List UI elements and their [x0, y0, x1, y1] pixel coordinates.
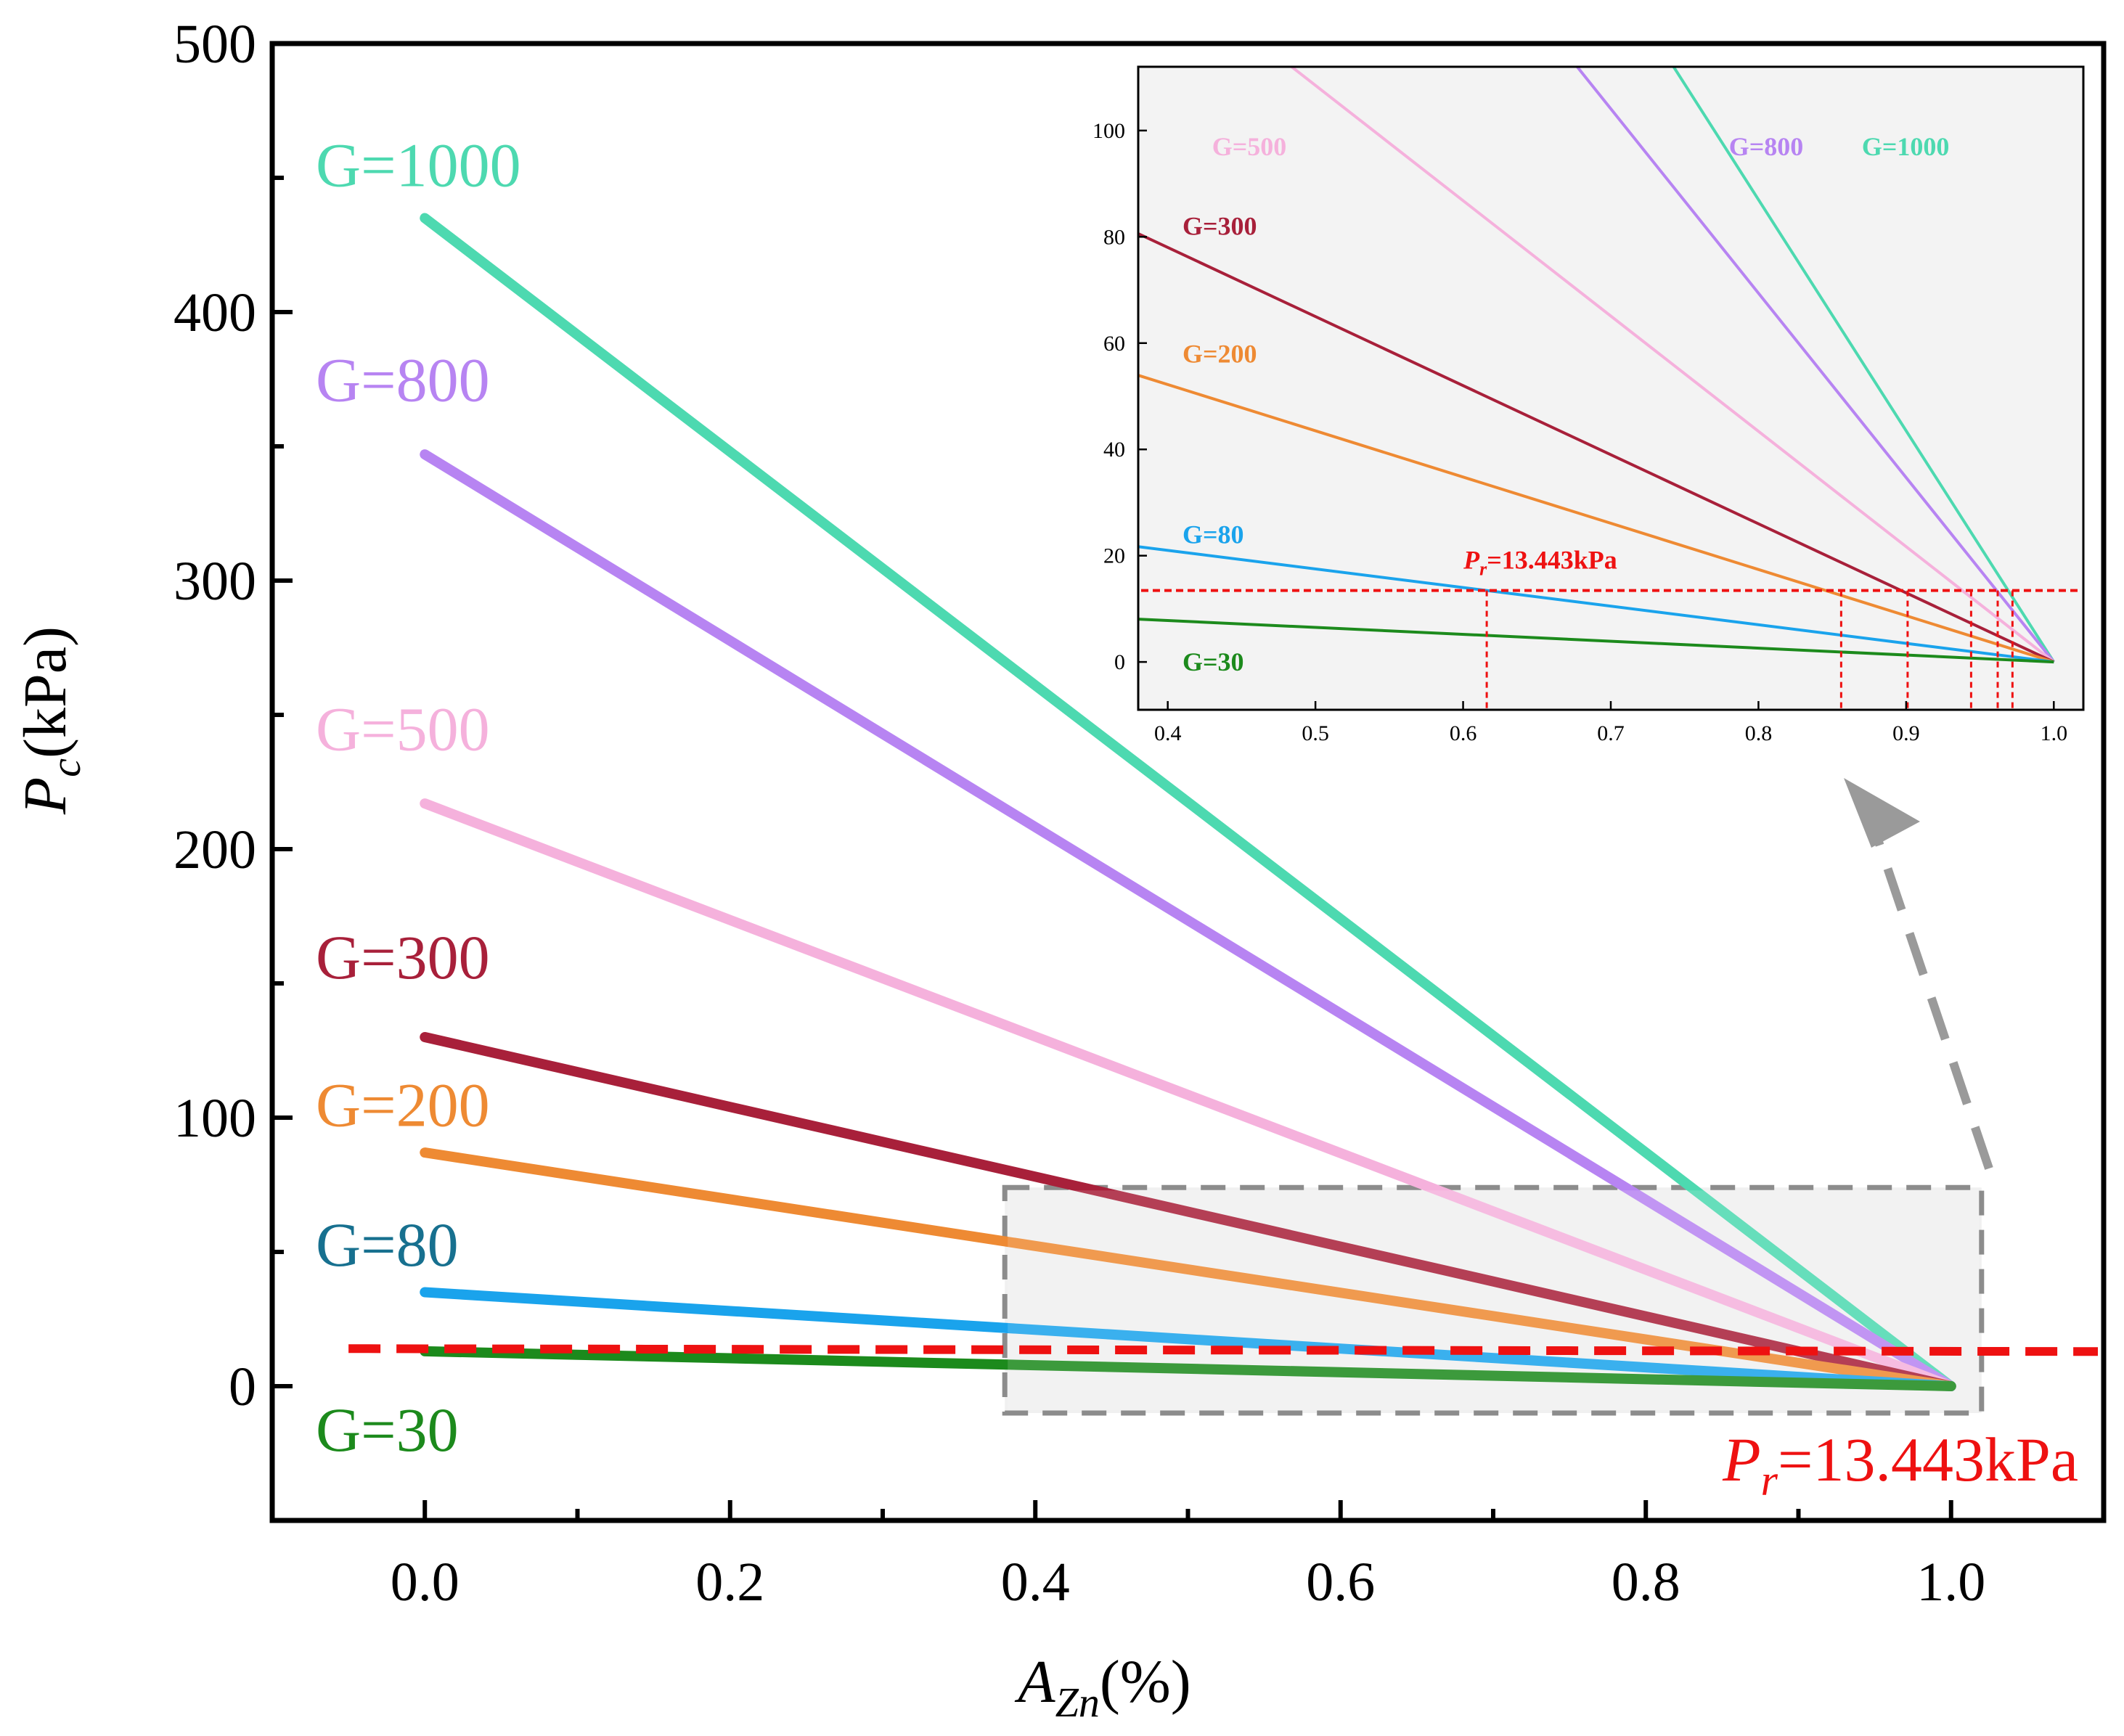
inset-y-tick-label: 100	[1092, 119, 1125, 143]
inset-x-tick-label: 0.5	[1302, 721, 1329, 745]
inset-y-tick-label: 80	[1103, 225, 1125, 249]
main-series-labels: G=1000 G=800 G=500 G=300 G=200 G=80 G=30	[316, 131, 521, 1465]
series-label-g-300: G=300	[316, 922, 490, 992]
inset-series-line-g-1000	[1672, 67, 2055, 663]
reference-label-sub: r	[1761, 1457, 1778, 1504]
series-line-g-300	[420, 1032, 1956, 1391]
inset-reference-label: Pr=13.443kPa	[1463, 546, 1617, 580]
inset-series-lines	[1138, 67, 2055, 664]
inset-background	[1138, 67, 2083, 710]
inset-series-line-g-500	[1289, 67, 2055, 663]
series-label-g-30: G=30	[316, 1395, 459, 1465]
series-line-g-80	[420, 1287, 1956, 1391]
reference-line-label: Pr=13.443kPa	[1722, 1425, 2078, 1504]
y-axis-label-sub: c	[42, 758, 89, 777]
series-line-g-1000	[420, 213, 1956, 1391]
inset-reference-label-main: P	[1463, 546, 1480, 575]
reference-label-rest: =13.443kPa	[1778, 1425, 2078, 1494]
reference-line	[348, 1344, 2099, 1356]
inset-y-tick-label: 40	[1103, 438, 1125, 462]
series-line-g-500	[420, 798, 1956, 1391]
inset-x-tick-label: 0.4	[1154, 721, 1182, 745]
inset-reference-line	[1141, 589, 2079, 710]
inset-series-label-g-200: G=200	[1183, 339, 1257, 368]
x-tick-label: 0.8	[1612, 1552, 1680, 1613]
y-tick-label: 100	[173, 1088, 256, 1149]
inset-x-tick-label: 0.8	[1745, 721, 1773, 745]
inset-x-tick-label: 1.0	[2041, 721, 2068, 745]
x-tick-label: 1.0	[1916, 1552, 1985, 1613]
inset-series-label-g-1000: G=1000	[1862, 132, 1950, 161]
inset-y-tick-label: 60	[1103, 332, 1125, 356]
x-tick-label: 0.4	[1001, 1552, 1070, 1613]
inset-series-line-g-80	[1138, 545, 2054, 664]
inset-series-label-g-500: G=500	[1212, 132, 1287, 161]
series-label-g-800: G=800	[316, 345, 490, 415]
inset-y-tick-label: 0	[1114, 650, 1125, 674]
zoom-arrow-shaft	[1874, 840, 1993, 1170]
x-axis-label: AZn(%)	[1014, 1648, 1191, 1726]
y-axis-label-unit: (kPa)	[12, 626, 79, 758]
y-axis-label: Pc(kPa)	[12, 626, 89, 815]
inset-series-label-g-80: G=80	[1183, 520, 1244, 549]
inset-series-label-g-30: G=30	[1183, 647, 1244, 676]
series-line-g-30	[420, 1346, 1956, 1391]
inset-x-tick-label: 0.9	[1892, 721, 1920, 745]
series-label-g-500: G=500	[316, 695, 490, 764]
x-axis-label-main: A	[1014, 1648, 1055, 1716]
inset-series-label-g-800: G=800	[1729, 132, 1804, 161]
inset-plot-area	[1138, 67, 2083, 710]
y-tick-label: 0	[229, 1356, 256, 1417]
inset-series-line-g-800	[1575, 67, 2055, 663]
main-series-lines	[420, 213, 1979, 1410]
main-reference-line	[348, 1344, 2099, 1356]
y-tick-label: 200	[173, 819, 256, 880]
series-label-g-1000: G=1000	[316, 131, 521, 200]
zoom-box-overlay	[1008, 1190, 1979, 1410]
series-line-g-800	[420, 449, 1956, 1391]
x-axis-label-sub: Zn	[1055, 1679, 1100, 1726]
inset-series-line-g-300	[1138, 232, 2055, 663]
inset-series-line-g-30	[1138, 618, 2054, 664]
inset-x-tick-label: 0.6	[1450, 721, 1477, 745]
reference-label-main: P	[1722, 1425, 1761, 1494]
inset-reference-label-rest: =13.443kPa	[1487, 546, 1617, 575]
inset-axes: 0.4 0.5 0.6 0.7 0.8 0.9 1.0 0 20 40 60 80 100	[1092, 65, 2085, 745]
x-tick-label: 0.0	[391, 1552, 459, 1613]
x-tick-label: 0.6	[1306, 1552, 1375, 1613]
y-tick-label: 400	[173, 282, 256, 343]
inset-y-tick-label: 20	[1103, 544, 1125, 568]
y-axis-label-main: P	[12, 777, 79, 815]
inset-series-labels: G=1000 G=800 G=500 G=300 G=200 G=80 G=30	[1183, 132, 1949, 676]
series-label-g-200: G=200	[316, 1070, 490, 1140]
y-tick-label: 500	[173, 14, 256, 75]
zoom-arrow	[1844, 778, 1993, 1170]
x-axis-label-unit: (%)	[1100, 1648, 1191, 1716]
inset-reference-label-sub: r	[1479, 559, 1487, 580]
zoom-arrow-head	[1844, 778, 1920, 848]
inset-x-tick-label: 0.7	[1597, 721, 1625, 745]
series-label-g-80: G=80	[316, 1210, 459, 1280]
x-tick-label: 0.2	[695, 1552, 764, 1613]
inset-series-label-g-300: G=300	[1183, 212, 1257, 241]
inset-series-line-g-200	[1138, 374, 2054, 664]
y-tick-label: 300	[173, 551, 256, 612]
